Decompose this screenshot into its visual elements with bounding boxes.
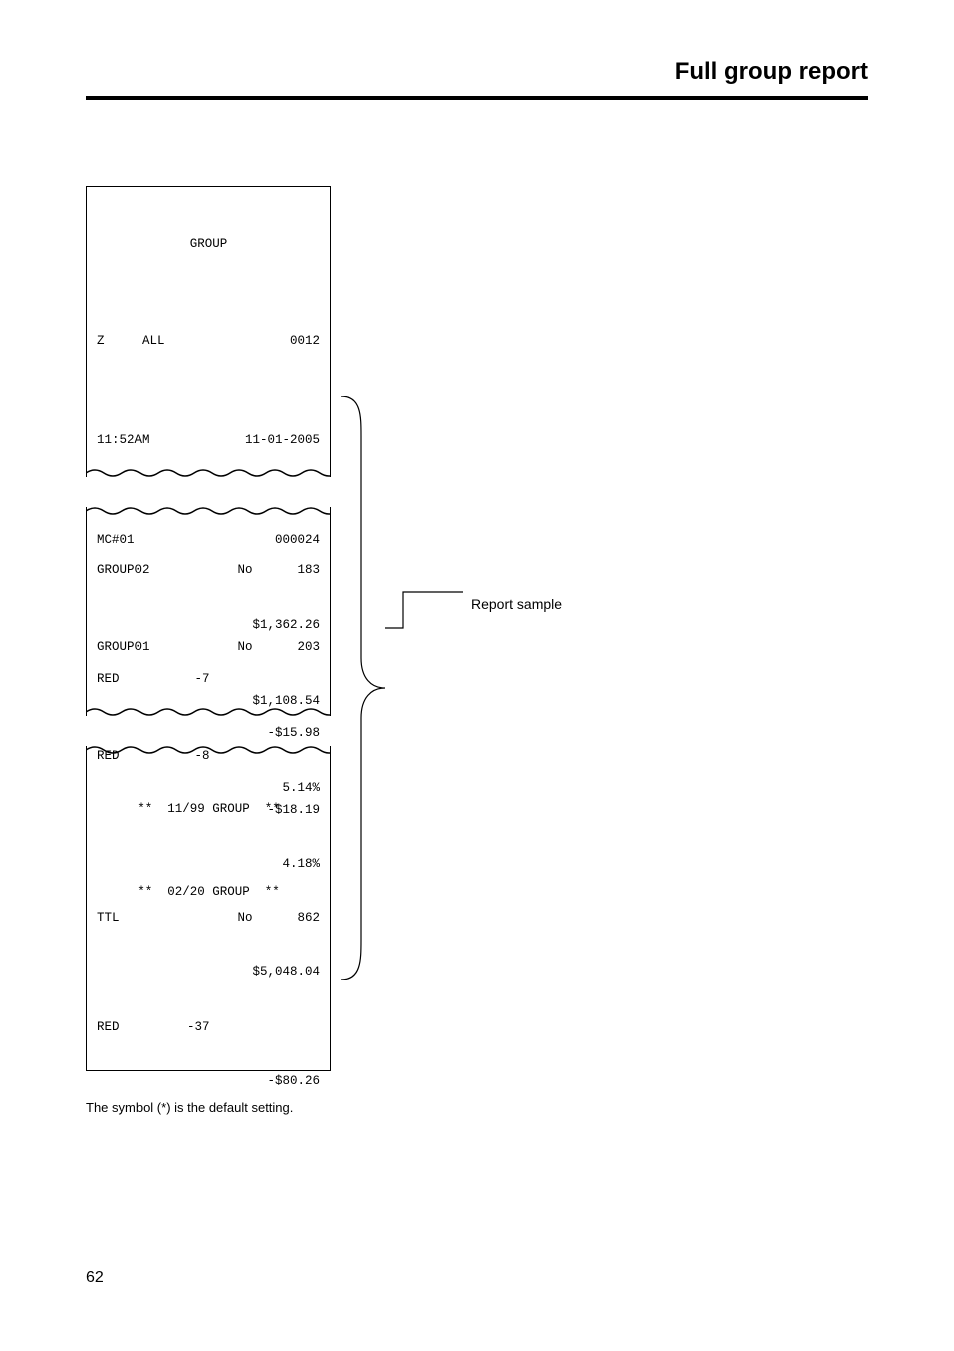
ttl-red-label: RED -37 (97, 1018, 210, 1036)
g2-no: No 183 (237, 561, 320, 579)
ttl-amount-row: $5,048.04 (97, 963, 320, 981)
arrow-icon (385, 586, 465, 634)
ttl-amount: $5,048.04 (252, 963, 320, 981)
g2-name: GROUP02 (97, 561, 150, 579)
ttl-red-amount-row: -$80.26 (97, 1072, 320, 1090)
receipt-panel-middle: GROUP02 No 183 $1,362.26 RED -7 -$15.98 … (86, 507, 331, 716)
receipt-bottom-body: ** 11/99 GROUP ** TTL No 862 $5,048.04 R… (97, 764, 320, 1126)
page-number: 62 (86, 1269, 104, 1287)
z-right: 0012 (290, 332, 320, 350)
footnote: The symbol (*) is the default setting. (86, 1100, 293, 1115)
receipt-panel-top: GROUP Z ALL 0012 11:52AM 11-01-2005 MC#0… (86, 186, 331, 477)
g2-red-row: RED -7 (97, 670, 320, 688)
page-title: Full group report (675, 58, 868, 86)
ttl-label: TTL (97, 909, 120, 927)
header-rule (86, 96, 868, 100)
wavy-edge (86, 704, 331, 720)
g2-red-amount: -$15.98 (267, 724, 320, 742)
receipt-title: GROUP (97, 235, 320, 253)
time: 11:52AM (97, 431, 150, 449)
receipt-panel-bottom: ** 11/99 GROUP ** TTL No 862 $5,048.04 R… (86, 746, 331, 1071)
ttl-red-amount: -$80.26 (267, 1072, 320, 1090)
z-left: Z ALL (97, 332, 165, 350)
arrow-label: Report sample (471, 596, 562, 612)
ttl-name-row: TTL No 862 (97, 909, 320, 927)
date: 11-01-2005 (245, 431, 320, 449)
curly-brace (331, 396, 385, 980)
ttl-red-row: RED -37 (97, 1018, 320, 1036)
page: Full group report GROUP Z ALL 0012 11:52… (0, 0, 954, 1351)
g2-red-amount-row: -$15.98 (97, 724, 320, 742)
g2-name-row: GROUP02 No 183 (97, 561, 320, 579)
wavy-edge (86, 465, 331, 481)
g2-red-label: RED -7 (97, 670, 210, 688)
section-div-bottom: ** 11/99 GROUP ** (97, 800, 320, 818)
z-header-row: Z ALL 0012 (97, 332, 320, 350)
g2-amount: $1,362.26 (252, 616, 320, 634)
datetime-row: 11:52AM 11-01-2005 (97, 431, 320, 449)
ttl-no: No 862 (237, 909, 320, 927)
g2-amount-row: $1,362.26 (97, 616, 320, 634)
